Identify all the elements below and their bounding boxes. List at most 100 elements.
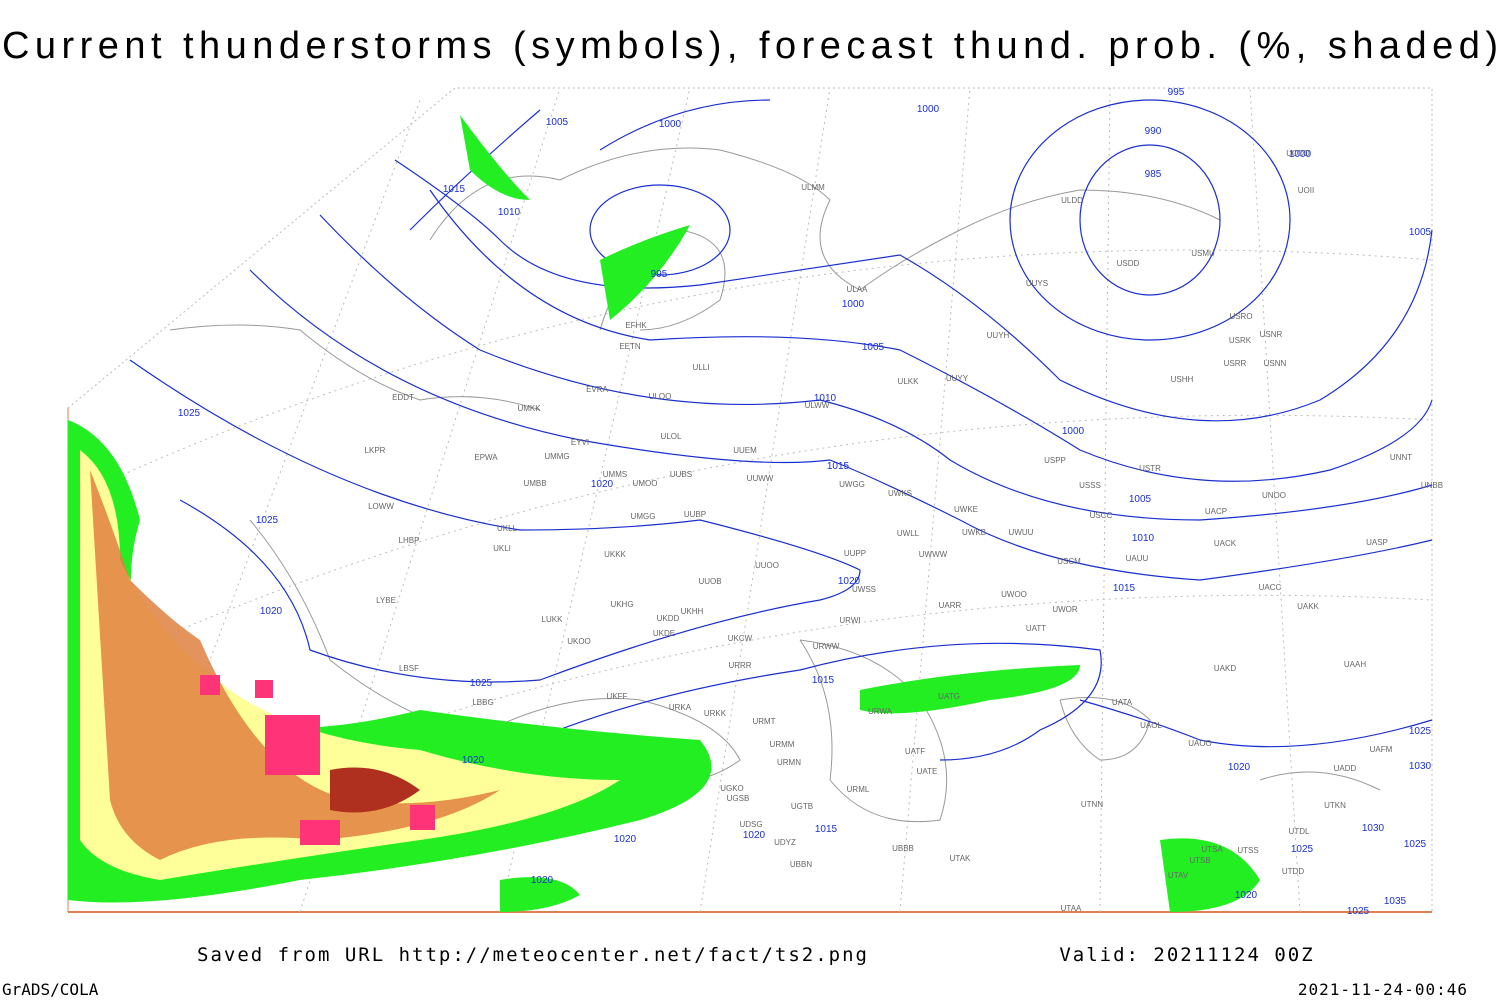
station-label: URMN xyxy=(777,758,801,767)
isobar-label: 1005 xyxy=(1129,494,1152,505)
station-label: UUYY xyxy=(946,374,969,383)
station-label: UUOB xyxy=(698,577,721,586)
station-label: UASP xyxy=(1366,538,1388,547)
station-label: UKCW xyxy=(728,634,753,643)
isobar-label: 1015 xyxy=(815,824,838,835)
station-label: UUYH xyxy=(987,331,1010,340)
isobar-label: 1015 xyxy=(812,675,835,686)
station-label: UBBN xyxy=(790,860,812,869)
station-label: URRR xyxy=(728,661,751,670)
station-label: USRK xyxy=(1229,336,1252,345)
station-label: UATF xyxy=(905,747,925,756)
station-label: UTDD xyxy=(1282,867,1304,876)
station-label: UNOO xyxy=(1262,491,1286,500)
station-label: UKOO xyxy=(567,637,591,646)
station-label: UAFM xyxy=(1370,745,1393,754)
station-label: UNNT xyxy=(1390,453,1412,462)
station-label: UKDD xyxy=(657,614,680,623)
isobar-label: 1010 xyxy=(1132,533,1155,544)
station-label: USDD xyxy=(1117,259,1140,268)
isobar-label: 1000 xyxy=(917,104,940,115)
station-label: UKKK xyxy=(604,550,626,559)
station-label: UATT xyxy=(1026,624,1046,633)
station-label: USNR xyxy=(1260,330,1283,339)
station-label: USPP xyxy=(1044,456,1066,465)
station-label: UWKE xyxy=(954,505,978,514)
station-label: LHBP xyxy=(399,536,420,545)
station-label: USMU xyxy=(1191,249,1215,258)
isobar-label: 1025 xyxy=(1347,906,1370,917)
station-label: LYBE xyxy=(376,596,396,605)
station-label: USRR xyxy=(1224,359,1247,368)
station-label: EVRA xyxy=(586,385,608,394)
isobar-label: 1015 xyxy=(443,184,466,195)
station-label: EYVI xyxy=(571,438,589,447)
station-label: UWWW xyxy=(919,550,948,559)
station-label: UUYS xyxy=(1026,279,1048,288)
isobar-label: 1020 xyxy=(614,834,637,845)
station-label: URMM xyxy=(770,740,795,749)
isobar-label: 1000 xyxy=(1062,426,1085,437)
station-label: LBSF xyxy=(399,664,419,673)
station-label: UNBB xyxy=(1421,481,1443,490)
station-label: UKFF xyxy=(607,692,628,701)
isobar-label: 1005 xyxy=(862,342,885,353)
isobar-label: 1025 xyxy=(1404,839,1427,850)
isobar-label: 1025 xyxy=(470,678,493,689)
station-label: EDDT xyxy=(392,393,414,402)
map-title: Current thunderstorms (symbols), forecas… xyxy=(2,25,1498,67)
station-label: UTKN xyxy=(1324,801,1346,810)
isobar-label: 1015 xyxy=(1113,583,1136,594)
station-label: UATG xyxy=(938,692,960,701)
station-label: UWGG xyxy=(839,480,865,489)
station-label: UGSB xyxy=(727,794,750,803)
station-label: URWA xyxy=(868,707,893,716)
station-label: ULKK xyxy=(898,377,920,386)
timestamp: 2021-11-24-00:46 xyxy=(1298,980,1468,999)
station-label: USCC xyxy=(1090,511,1113,520)
station-label: EFHK xyxy=(625,321,647,330)
station-label: UDYZ xyxy=(774,838,796,847)
isobar-label: 1025 xyxy=(1409,726,1432,737)
station-label: USSS xyxy=(1079,481,1101,490)
station-label: URWW xyxy=(813,642,840,651)
station-label: UTNN xyxy=(1081,800,1103,809)
station-label: UAUU xyxy=(1126,554,1149,563)
station-label: LOWW xyxy=(368,502,394,511)
station-label: EETN xyxy=(619,342,641,351)
saved-from-url: Saved from URL http://meteocenter.net/fa… xyxy=(197,944,869,966)
isobar-label: 1025 xyxy=(256,515,279,526)
station-label: UBBB xyxy=(892,844,914,853)
station-label: UKHH xyxy=(681,607,704,616)
station-label: UACC xyxy=(1259,583,1282,592)
isobar-label: 1020 xyxy=(462,755,485,766)
station-label: LUKK xyxy=(542,615,564,624)
station-label: ULLI xyxy=(693,363,710,372)
station-label: UWOR xyxy=(1052,605,1078,614)
station-label: ULOO xyxy=(649,392,672,401)
station-label: ULOL xyxy=(661,432,682,441)
station-label: UATE xyxy=(917,767,938,776)
station-label: EPWA xyxy=(474,453,498,462)
isobar-label: 995 xyxy=(651,269,668,280)
station-label: UMKK xyxy=(517,404,541,413)
station-label: USCM xyxy=(1057,557,1081,566)
isobar-label: 1010 xyxy=(498,207,521,218)
station-label: UWUU xyxy=(1009,528,1034,537)
station-label: UADD xyxy=(1334,764,1357,773)
isobar-label: 985 xyxy=(1145,169,1162,180)
station-label: UGKO xyxy=(720,784,744,793)
isobar-label: 1020 xyxy=(1235,890,1258,901)
station-label: UARR xyxy=(939,601,962,610)
station-label: UMMS xyxy=(603,470,627,479)
isobar-label: 1020 xyxy=(531,875,554,886)
isobar-label: 1025 xyxy=(1291,844,1314,855)
isobar-label: 1005 xyxy=(546,117,569,128)
isobar-label: 995 xyxy=(1168,87,1185,98)
station-label: UAKD xyxy=(1214,664,1236,673)
station-label: UUBP xyxy=(684,510,706,519)
isobar-label: 1000 xyxy=(1289,149,1312,160)
station-label: UWLL xyxy=(897,529,920,538)
station-label: UMBB xyxy=(523,479,546,488)
